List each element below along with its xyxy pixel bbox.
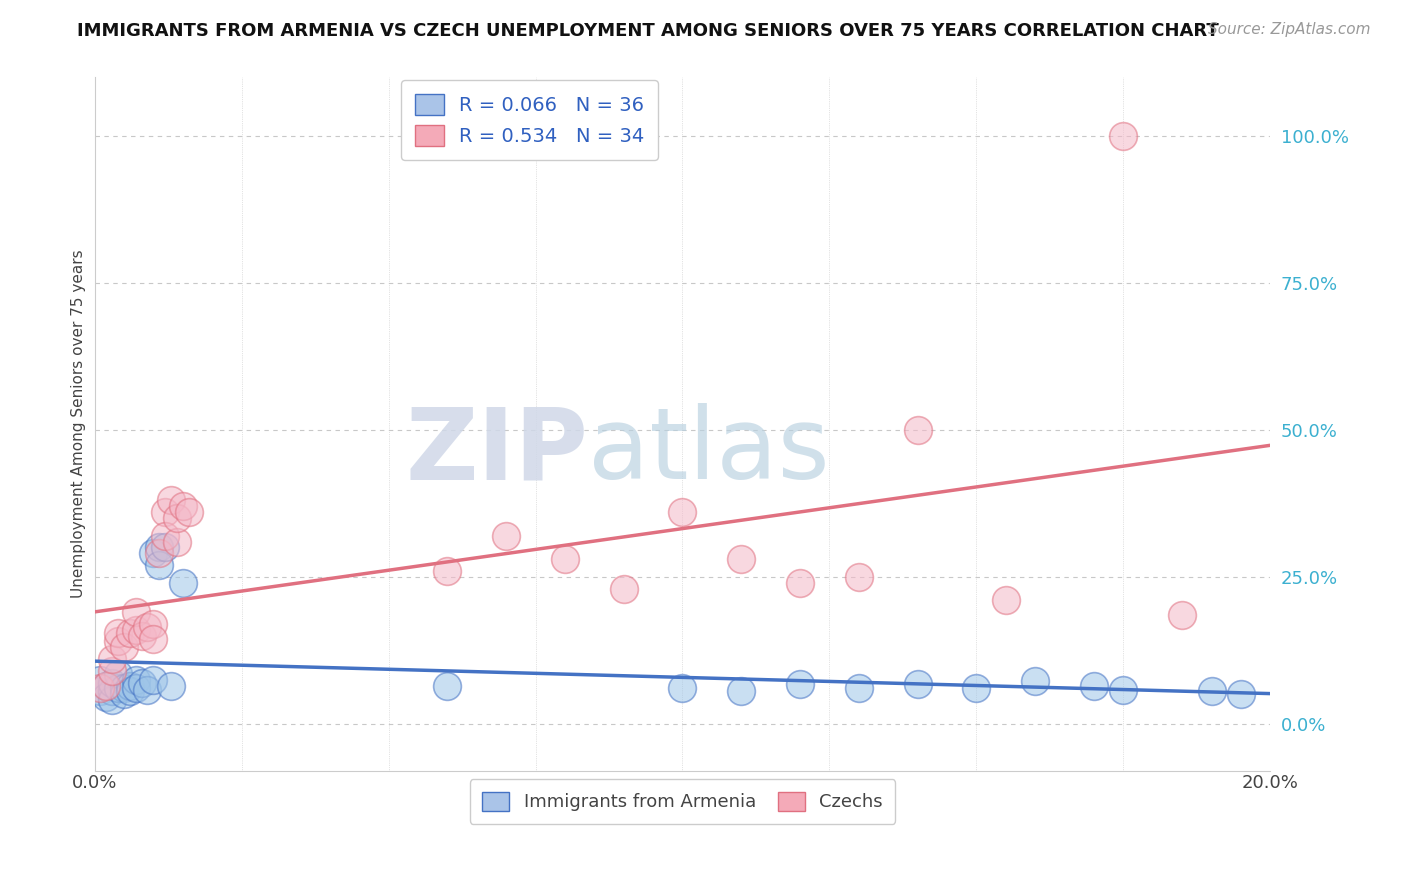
Point <box>148 546 170 560</box>
Point <box>112 640 135 655</box>
Point <box>495 529 517 543</box>
Point <box>1112 129 1135 144</box>
Text: Source: ZipAtlas.com: Source: ZipAtlas.com <box>1208 22 1371 37</box>
Point <box>101 664 124 678</box>
Point <box>96 679 118 693</box>
Point <box>1024 674 1046 689</box>
Point <box>153 505 176 519</box>
Point <box>848 570 870 584</box>
Point <box>118 625 141 640</box>
Point <box>1201 684 1223 698</box>
Point <box>166 511 188 525</box>
Point <box>125 623 148 637</box>
Point <box>136 682 159 697</box>
Point <box>848 681 870 696</box>
Point <box>101 684 124 698</box>
Point <box>994 593 1017 607</box>
Point <box>153 541 176 555</box>
Point <box>730 684 752 698</box>
Point <box>1112 682 1135 697</box>
Point <box>177 505 200 519</box>
Point <box>142 546 165 560</box>
Point <box>96 679 118 693</box>
Point <box>101 693 124 707</box>
Point <box>436 564 458 578</box>
Point <box>613 582 636 596</box>
Point <box>131 675 153 690</box>
Point <box>101 652 124 666</box>
Point <box>107 634 129 648</box>
Point <box>142 673 165 687</box>
Point <box>436 679 458 693</box>
Point <box>118 684 141 698</box>
Point <box>125 681 148 696</box>
Text: ZIP: ZIP <box>405 403 589 500</box>
Point <box>907 423 929 437</box>
Text: atlas: atlas <box>589 403 830 500</box>
Point <box>671 505 693 519</box>
Point <box>142 616 165 631</box>
Point <box>148 558 170 572</box>
Point <box>1230 687 1253 701</box>
Point <box>554 552 576 566</box>
Point <box>671 681 693 696</box>
Point <box>965 681 987 696</box>
Point <box>96 690 118 705</box>
Point <box>89 673 111 687</box>
Point <box>730 552 752 566</box>
Point <box>112 681 135 696</box>
Point <box>1083 679 1105 693</box>
Point <box>1171 607 1194 622</box>
Point <box>789 575 811 590</box>
Point <box>125 673 148 687</box>
Point <box>125 605 148 619</box>
Point <box>89 684 111 698</box>
Point <box>160 493 183 508</box>
Point <box>112 687 135 701</box>
Point <box>136 620 159 634</box>
Point <box>107 666 129 681</box>
Text: 0.0%: 0.0% <box>72 773 117 791</box>
Text: IMMIGRANTS FROM ARMENIA VS CZECH UNEMPLOYMENT AMONG SENIORS OVER 75 YEARS CORREL: IMMIGRANTS FROM ARMENIA VS CZECH UNEMPLO… <box>77 22 1219 40</box>
Point <box>142 632 165 646</box>
Text: 20.0%: 20.0% <box>1241 773 1299 791</box>
Point <box>907 677 929 691</box>
Point <box>172 500 194 514</box>
Point <box>166 534 188 549</box>
Y-axis label: Unemployment Among Seniors over 75 years: Unemployment Among Seniors over 75 years <box>72 250 86 599</box>
Point <box>107 625 129 640</box>
Point <box>172 575 194 590</box>
Point <box>148 541 170 555</box>
Point <box>153 529 176 543</box>
Point <box>160 679 183 693</box>
Legend: Immigrants from Armenia, Czechs: Immigrants from Armenia, Czechs <box>470 779 896 824</box>
Point <box>131 629 153 643</box>
Point <box>789 677 811 691</box>
Point <box>118 679 141 693</box>
Point <box>101 675 124 690</box>
Point <box>107 681 129 696</box>
Point <box>89 681 111 696</box>
